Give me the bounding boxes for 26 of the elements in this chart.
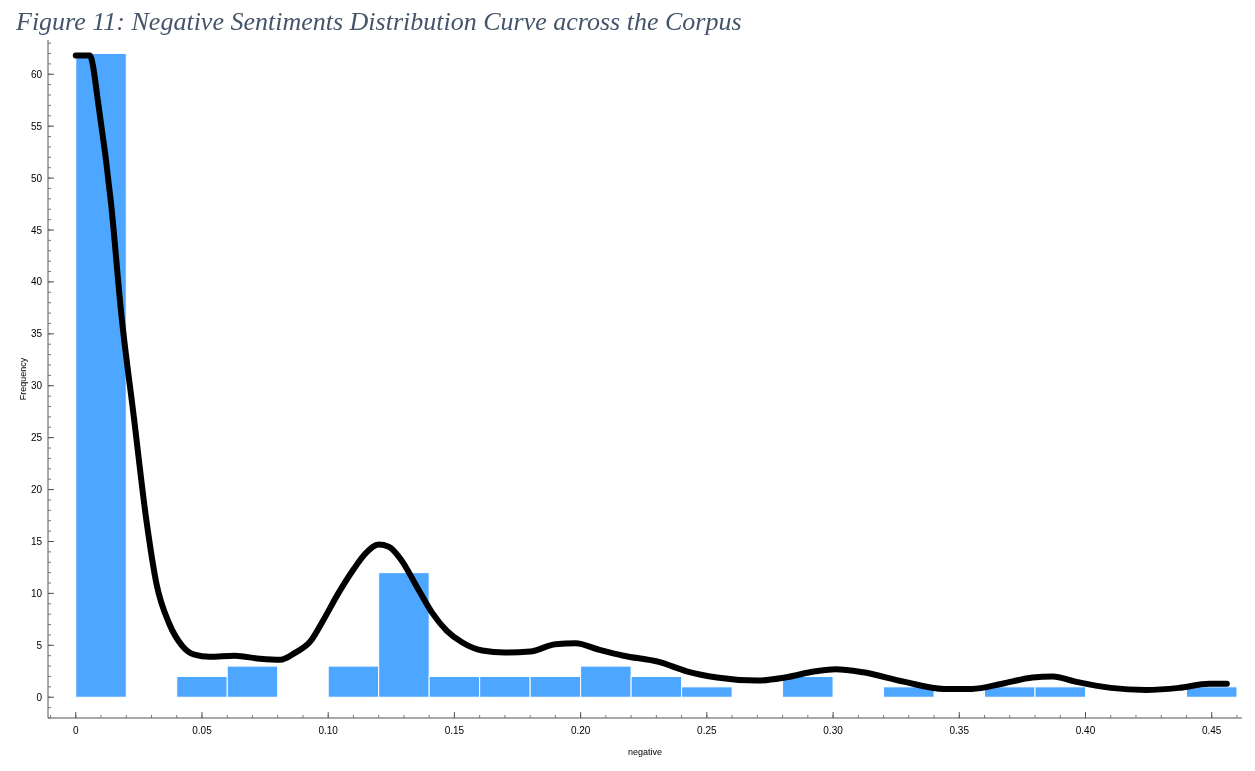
y-axis-title: Frequency [18, 357, 28, 401]
y-tick-label: 40 [30, 276, 43, 288]
x-tick-label: 0.15 [444, 725, 465, 736]
x-tick-label: 0.30 [823, 725, 844, 736]
x-tick-label: 0.20 [570, 725, 591, 736]
x-axis-title: negative [627, 747, 663, 757]
x-tick-label: 0.35 [949, 725, 970, 736]
y-tick-label: 10 [30, 587, 43, 599]
y-tick-label: 55 [30, 120, 43, 132]
x-tick-label: 0 [72, 725, 79, 736]
y-tick-label: 35 [30, 328, 43, 340]
x-tick-label: 0.10 [318, 725, 339, 736]
y-tick-label: 50 [30, 172, 43, 184]
y-tick-label: 20 [30, 484, 43, 496]
y-tick-label: 0 [36, 691, 43, 703]
x-tick-label: 0.05 [192, 725, 213, 736]
y-tick-label: 25 [30, 432, 43, 444]
x-tick-label: 0.25 [697, 725, 718, 736]
chart-title: Figure 11: Negative Sentiments Distribution Curve across the Corpus [15, 7, 742, 36]
y-tick-label: 5 [36, 639, 43, 651]
y-tick-label: 60 [30, 68, 43, 80]
x-tick-label: 0.45 [1201, 725, 1222, 736]
x-tick-label: 0.40 [1075, 725, 1096, 736]
y-tick-label: 45 [30, 224, 43, 236]
y-tick-label: 30 [30, 380, 43, 392]
y-tick-label: 15 [30, 535, 43, 547]
